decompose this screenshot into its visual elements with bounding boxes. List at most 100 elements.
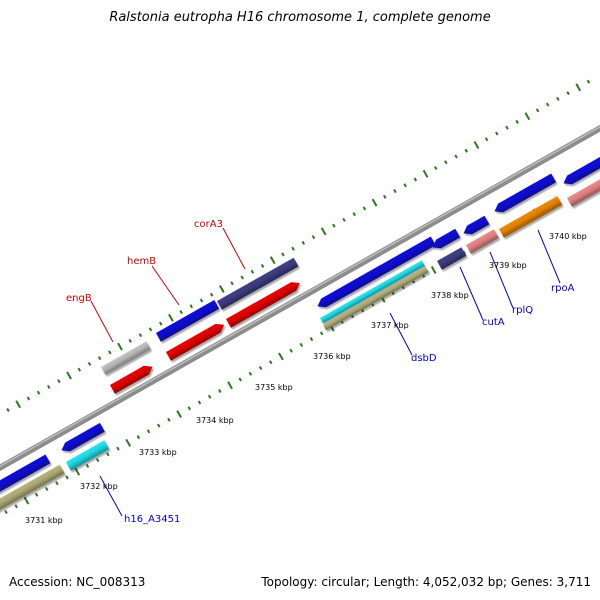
kbp-label: 3735 kbp — [255, 383, 293, 392]
major-tick — [269, 256, 276, 265]
gene-dsbd-olive — [323, 266, 429, 331]
major-tick — [168, 313, 174, 322]
minor-tick — [14, 504, 18, 509]
gene-label-rpoa: rpoA — [551, 283, 575, 294]
dsbd-leader — [389, 312, 413, 356]
minor-tick — [495, 131, 499, 136]
minor-tick — [301, 240, 306, 245]
minor-tick — [26, 396, 31, 401]
gene-engb — [101, 341, 151, 375]
gene-cuta-blue — [432, 228, 461, 249]
minor-tick — [352, 212, 356, 217]
major-tick — [278, 352, 284, 361]
minor-tick — [230, 281, 234, 286]
kbp-label: 3739 kbp — [489, 261, 527, 270]
minor-tick — [97, 356, 102, 361]
minor-tick — [515, 119, 519, 124]
minor-tick — [260, 263, 265, 268]
kbp-label: 3738 kbp — [431, 291, 469, 300]
gene-rpoa-blue — [494, 173, 557, 213]
minor-tick — [148, 327, 153, 332]
chromosome-backbone — [0, 124, 600, 472]
minor-tick — [383, 194, 387, 199]
major-tick — [23, 496, 30, 505]
hemb-leader — [151, 265, 180, 306]
minor-tick — [55, 481, 59, 486]
gene-label-cora3: corA3 — [194, 219, 223, 230]
minor-tick — [157, 423, 161, 428]
gene-h16a3451-cyan — [66, 440, 110, 471]
minor-tick — [566, 91, 570, 96]
gene-dsbd-cyan — [320, 260, 425, 324]
gene-label-cuta: cutA — [482, 317, 505, 328]
gene-hemb-red — [166, 323, 225, 361]
gene-label-rplq: rplQ — [512, 305, 533, 316]
minor-tick — [240, 275, 244, 280]
inner-tick-row — [4, 204, 548, 515]
minor-tick — [116, 446, 120, 451]
minor-tick — [281, 252, 285, 257]
gene-blue-right — [563, 156, 600, 185]
major-tick — [74, 467, 81, 476]
gene-pink-right — [567, 179, 600, 207]
gene-features — [0, 156, 600, 510]
rplq-leader — [489, 251, 514, 309]
minor-tick — [108, 350, 112, 355]
major-tick — [320, 227, 327, 236]
major-tick — [125, 438, 132, 447]
minor-tick — [4, 509, 8, 515]
minor-tick — [299, 342, 304, 347]
minor-tick — [403, 183, 407, 188]
minor-tick — [444, 160, 448, 165]
minor-tick — [189, 304, 194, 309]
minor-tick — [535, 108, 540, 113]
kbp-label: 3733 kbp — [139, 448, 177, 457]
outer-tick-row — [6, 79, 591, 413]
minor-tick — [207, 394, 212, 399]
gene-label-h16a3451: h16_A3451 — [124, 514, 180, 525]
gene-hemb — [156, 300, 220, 342]
accession-text: Accession: NC_008313 — [9, 575, 146, 589]
topology-text: Topology: circular; Length: 4,052,032 bp… — [261, 575, 591, 589]
minor-tick — [85, 463, 90, 468]
kbp-label: 3732 kbp — [80, 482, 118, 491]
minor-tick — [199, 298, 204, 303]
map-labels: 3731 kbp 3732 kbp 3733 kbp 3734 kbp 3735 kbp… — [25, 219, 587, 525]
minor-tick — [6, 407, 10, 413]
minor-tick — [393, 189, 397, 194]
kbp-label: 3740 kbp — [549, 232, 587, 241]
engb-leader — [90, 300, 114, 343]
gene-label-leaders — [90, 227, 561, 517]
minor-tick — [413, 177, 418, 182]
gene-engb-red — [110, 365, 153, 394]
minor-tick — [342, 217, 346, 222]
minor-tick — [57, 379, 61, 384]
minor-tick — [454, 154, 458, 159]
minor-tick — [218, 388, 222, 394]
gene-h16a3451-blue-left — [0, 454, 51, 492]
major-tick — [524, 112, 531, 121]
minor-tick — [289, 348, 293, 353]
minor-tick — [36, 390, 41, 395]
major-tick — [15, 400, 22, 409]
map-title: Ralstonia eutropha H16 chromosome 1, com… — [109, 10, 491, 25]
major-tick — [66, 371, 72, 380]
minor-tick — [65, 475, 69, 480]
gene-label-dsbd: dsbD — [411, 353, 437, 364]
gene-cuta-slate — [437, 247, 467, 270]
minor-tick — [77, 367, 82, 372]
major-tick — [117, 342, 123, 351]
gene-rplq-blue — [463, 215, 490, 235]
minor-tick — [258, 365, 263, 370]
major-tick — [227, 381, 233, 390]
gene-h16a3451-olive — [0, 464, 65, 510]
minor-tick — [136, 435, 141, 440]
minor-tick — [291, 246, 295, 251]
minor-tick — [238, 377, 242, 382]
major-tick — [422, 169, 429, 178]
minor-tick — [269, 360, 273, 365]
gene-cora3 — [217, 257, 299, 310]
minor-tick — [128, 338, 132, 343]
major-tick — [219, 285, 225, 293]
kbp-label: 3737 kbp — [371, 321, 409, 330]
